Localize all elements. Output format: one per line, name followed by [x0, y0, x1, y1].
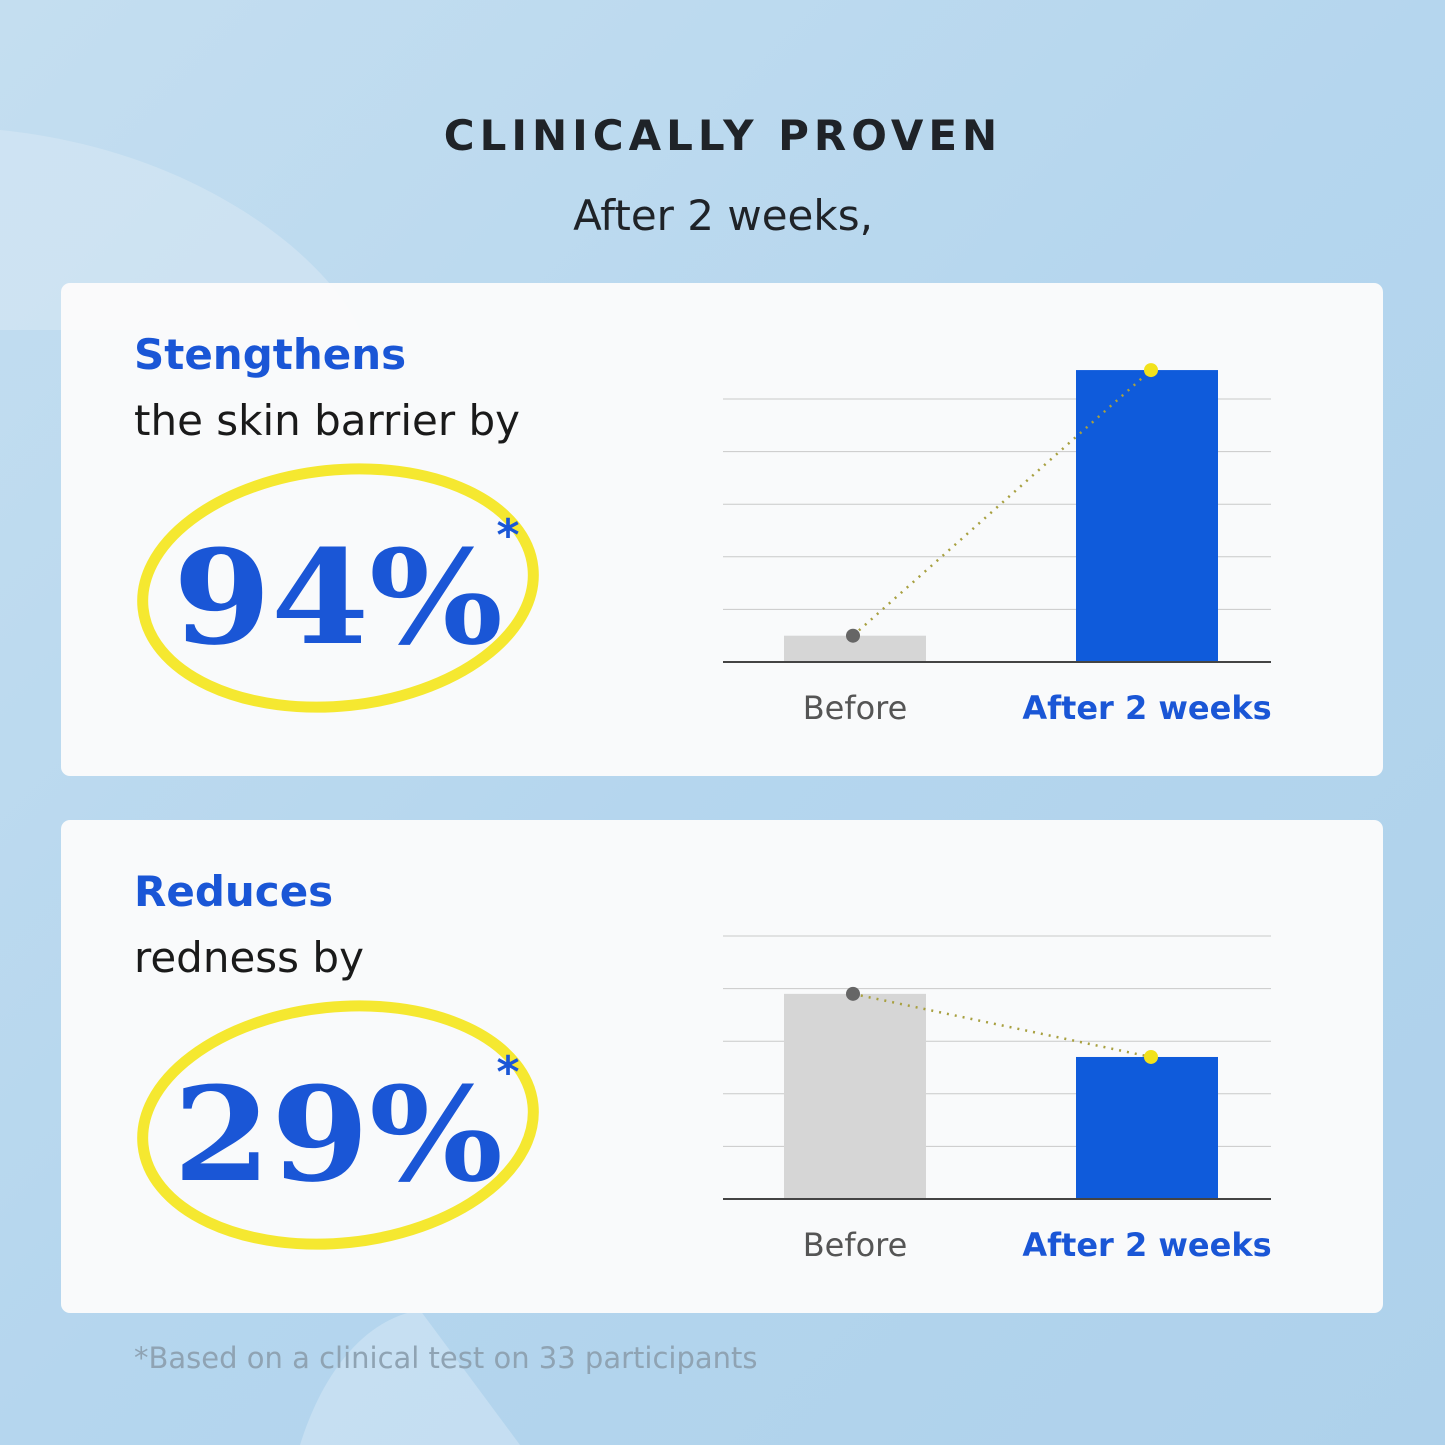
percent-figure: 94%: [173, 521, 503, 674]
panel: [61, 283, 1383, 776]
panel-heading: Reduces: [134, 867, 333, 916]
footnote: *Based on a clinical test on 33 particip…: [134, 1341, 758, 1375]
bar: [1076, 1056, 1218, 1199]
asterisk: *: [496, 510, 519, 561]
subtitle: After 2 weeks,: [573, 191, 873, 240]
title: CLINICALLY PROVEN: [444, 111, 1002, 160]
marker: [1144, 1049, 1158, 1064]
asterisk: *: [496, 1047, 519, 1098]
highlight-circle: [137, 463, 539, 713]
background-swirl: [300, 1310, 520, 1445]
panel-heading: Stengthens: [134, 330, 406, 379]
category-label: Before: [803, 689, 908, 727]
panel: [61, 820, 1383, 1313]
trend-line: [852, 992, 1152, 1059]
marker: [846, 986, 860, 1001]
bar: [1076, 370, 1218, 662]
bar: [784, 993, 926, 1199]
background-swirl: [0, 130, 360, 330]
category-label: Before: [803, 1226, 908, 1264]
highlight-circle: [137, 1000, 539, 1250]
marker: [846, 628, 860, 643]
category-label: After 2 weeks: [1022, 689, 1271, 727]
percent-figure: 29%: [173, 1058, 503, 1211]
panel-text: redness by: [134, 933, 364, 982]
category-label: After 2 weeks: [1022, 1226, 1271, 1264]
marker: [1144, 363, 1158, 378]
panel-text: the skin barrier by: [134, 396, 520, 445]
